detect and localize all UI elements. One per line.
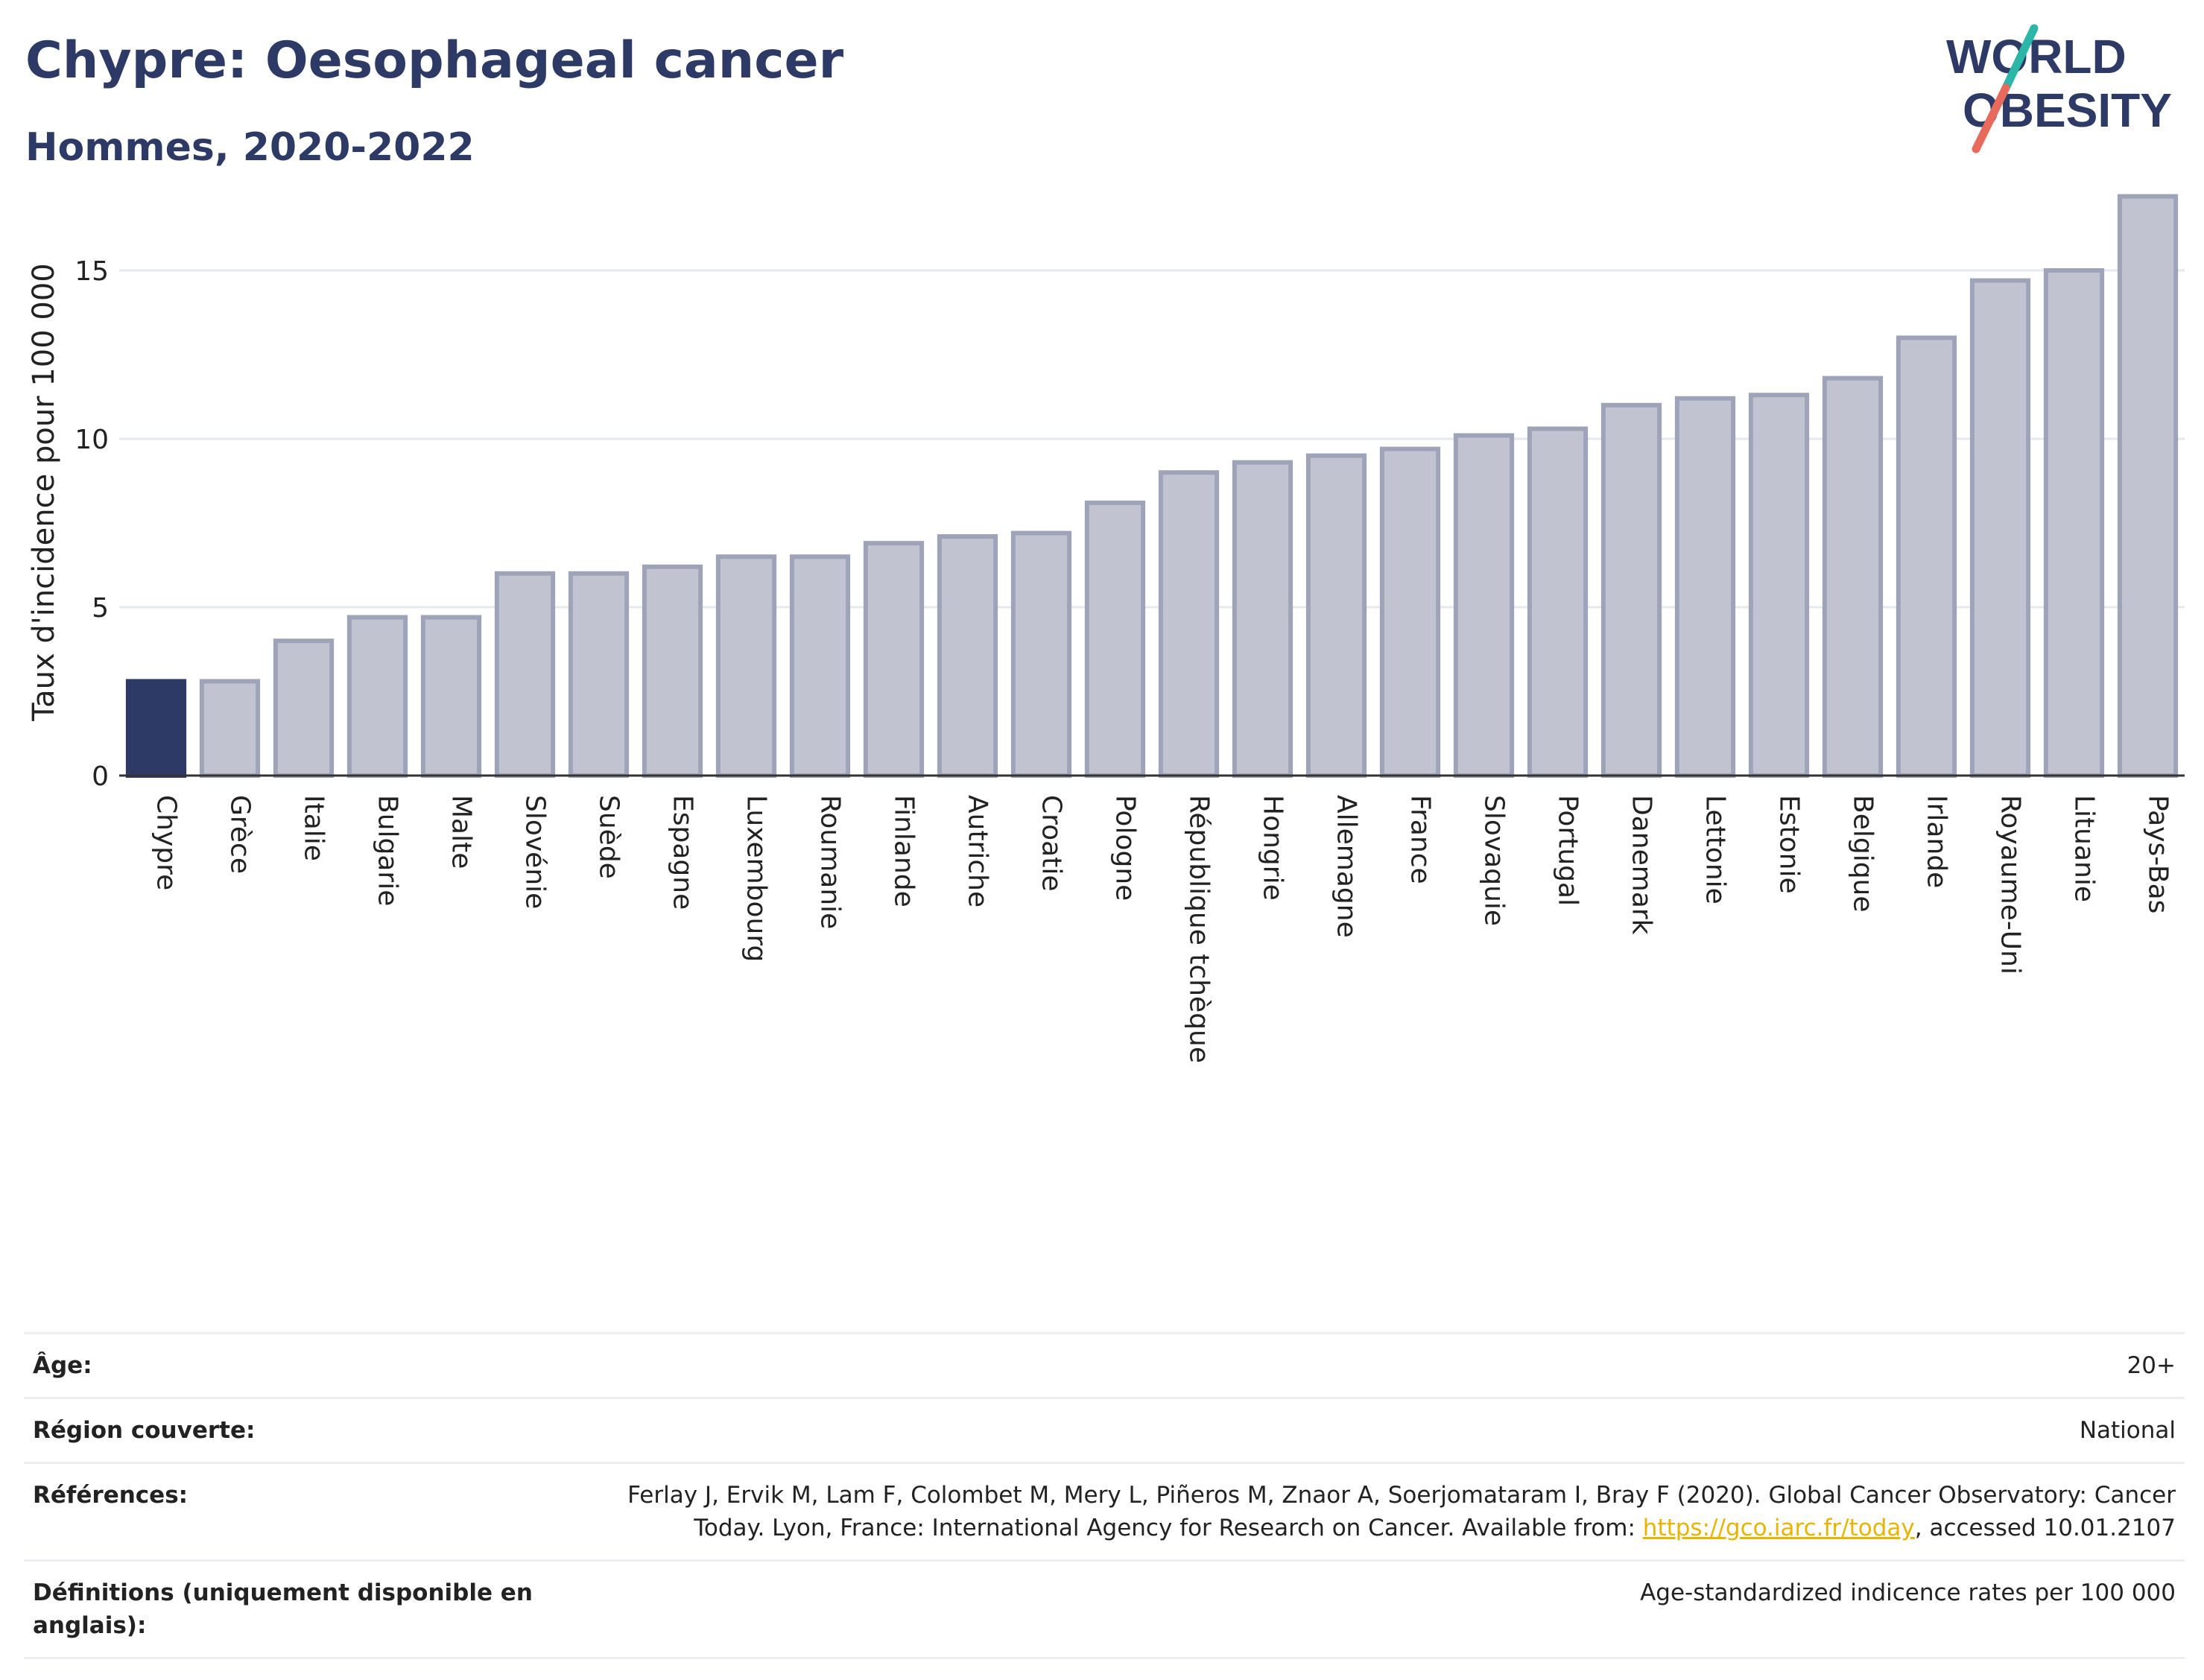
bar-malte (420, 615, 482, 778)
x-tick-label: Italie (299, 795, 329, 861)
bar-luxembourg (715, 554, 777, 778)
x-tick-label: Grèce (225, 795, 256, 874)
bar-royaume-uni (1969, 278, 2031, 778)
x-tick-label: Pologne (1110, 795, 1141, 901)
x-tick-label: Chypre (151, 795, 182, 890)
bars (125, 194, 2179, 779)
bar-danemark (1600, 402, 1662, 778)
x-tick-label: Roumanie (815, 795, 846, 929)
references-text: Ferlay J, Ervik M, Lam F, Colombet M, Me… (627, 1482, 2176, 1541)
y-tick-label: 15 (75, 256, 109, 287)
bar-estonie (1748, 393, 1810, 778)
x-tick-label: Espagne (668, 795, 698, 910)
world-obesity-logo: WORLD OBESITY (1946, 24, 2172, 153)
bar-italie (273, 638, 335, 779)
y-tick-labels: 0 5 10 15 (75, 256, 109, 792)
x-tick-labels: Chypre Grèce Italie Bulgarie Malte Slovénie Su… (151, 795, 2173, 1063)
x-tick-label: République tchèque (1184, 795, 1215, 1063)
region-label: Région couverte: (33, 1417, 256, 1444)
bar-gr-ce (199, 679, 261, 778)
chart-subtitle: Hommes, 2020-2022 (25, 125, 475, 170)
bar-pays-bas (2117, 194, 2179, 778)
bar-chart: 0 5 10 15 Chypre Grèce Italie Bulgarie Malte Slo… (27, 194, 2185, 1063)
definitions-label: Définitions (uniquement disponible en an… (33, 1579, 533, 1639)
y-tick-label: 0 (92, 761, 109, 792)
x-tick-label: Autriche (963, 795, 993, 907)
x-tick-label: Portugal (1553, 795, 1583, 906)
bar-su-de (568, 571, 630, 778)
bar-chypre (125, 679, 187, 778)
bar-bulgarie (346, 615, 408, 778)
references-value: Ferlay J, Ervik M, Lam F, Colombet M, Me… (574, 1479, 2176, 1544)
bar-slov-nie (494, 571, 556, 778)
references-accessed: , accessed 10.01.2107 (1914, 1515, 2176, 1541)
info-row-definitions: Définitions (uniquement disponible en an… (24, 1559, 2185, 1659)
y-tick-label: 10 (75, 425, 109, 455)
x-tick-label: Danemark (1627, 795, 1657, 935)
chart-title: Chypre: Oesophageal cancer (25, 31, 844, 90)
bar-irlande (1896, 335, 1957, 778)
bar-pologne (1084, 500, 1146, 778)
age-value: 20+ (2127, 1352, 2176, 1379)
x-tick-label: Finlande (889, 795, 919, 907)
logo-teal-stroke (2001, 24, 2039, 92)
logo-red-stroke (1972, 83, 2010, 153)
definitions-value: Age-standardized indicence rates per 100… (1640, 1579, 2176, 1606)
x-tick-label: Croatie (1036, 795, 1067, 892)
bar-autriche (937, 534, 998, 779)
x-tick-label: Suède (594, 795, 624, 879)
bar-lettonie (1674, 396, 1736, 778)
bar-allemagne (1305, 453, 1367, 778)
references-link[interactable]: https://gco.iarc.fr/today (1642, 1515, 1915, 1541)
bar-roumanie (789, 554, 851, 778)
x-tick-label: Malte (446, 795, 477, 869)
bar-slovaquie (1453, 433, 1515, 778)
bar-r-publique-tch-que (1158, 470, 1220, 778)
bar-belgique (1822, 375, 1884, 778)
x-tick-label: Belgique (1848, 795, 1878, 913)
age-label: Âge: (33, 1352, 92, 1379)
y-axis-label: Taux d'incidence pour 100 000 (27, 263, 61, 721)
x-tick-label: Hongrie (1258, 795, 1288, 901)
info-row-age: Âge: 20+ (24, 1332, 2185, 1397)
info-row-references: Références: Ferlay J, Ervik M, Lam F, Co… (24, 1462, 2185, 1559)
x-tick-label: Royaume-Uni (1995, 795, 2026, 974)
bar-hongrie (1232, 460, 1293, 778)
x-tick-label: Bulgarie (373, 795, 403, 906)
x-tick-label: Irlande (1922, 795, 1952, 888)
x-tick-label: Slovaquie (1479, 795, 1510, 926)
info-row-region: Région couverte: National (24, 1397, 2185, 1462)
x-tick-label: Slovénie (520, 795, 551, 909)
x-tick-label: Lettonie (1700, 795, 1731, 904)
x-tick-label: Lituanie (2069, 795, 2100, 902)
bar-france (1379, 446, 1441, 778)
x-tick-label: Allemagne (1331, 795, 1362, 938)
logo-line1: WORLD (1946, 30, 2127, 83)
bar-espagne (642, 564, 703, 778)
y-tick-label: 5 (92, 593, 109, 624)
x-tick-label: Estonie (1774, 795, 1805, 894)
bar-croatie (1010, 530, 1072, 778)
bar-finlande (863, 541, 925, 778)
region-value: National (2079, 1417, 2176, 1444)
x-tick-label: France (1405, 795, 1436, 884)
x-tick-label: Luxembourg (741, 795, 772, 962)
bar-portugal (1527, 426, 1589, 778)
x-tick-label: Pays-Bas (2143, 795, 2173, 913)
info-table: Âge: 20+ Région couverte: National Référ… (24, 1332, 2185, 1659)
bar-lituanie (2043, 268, 2105, 778)
references-label: Références: (33, 1482, 189, 1509)
